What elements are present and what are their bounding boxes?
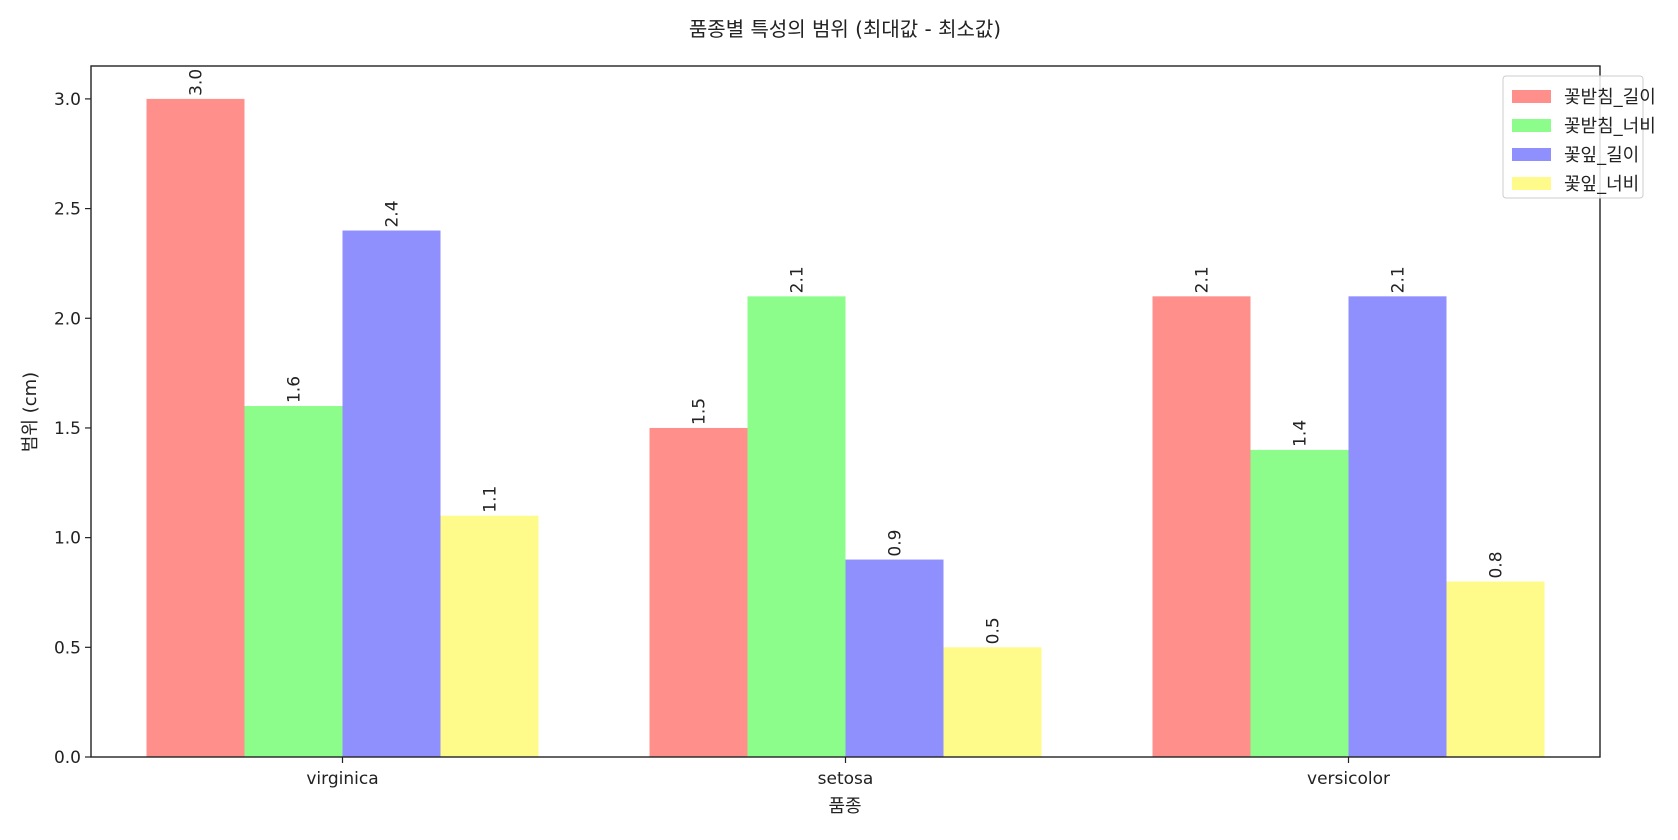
data-label: 1.4 <box>1291 420 1311 447</box>
y-tick-label: 3.0 <box>54 90 81 110</box>
y-tick-label: 0.0 <box>54 748 81 768</box>
bar <box>1446 581 1545 757</box>
bar <box>1348 296 1447 757</box>
legend-swatch <box>1512 90 1551 103</box>
y-tick-label: 0.5 <box>54 638 81 658</box>
chart-title: 품종별 특성의 범위 (최대값 - 최소값) <box>689 17 1001 41</box>
legend-box <box>1502 75 1644 199</box>
y-tick-label: 2.0 <box>54 309 81 329</box>
bar <box>1152 296 1251 757</box>
y-tick-label: 1.0 <box>54 529 81 549</box>
y-axis-title: 범위 (cm) <box>20 372 41 452</box>
bar <box>146 98 245 757</box>
plot-frame <box>90 65 1601 758</box>
data-label: 2.1 <box>1389 266 1409 293</box>
legend-swatch <box>1512 177 1551 190</box>
bar <box>244 406 343 757</box>
data-label: 2.1 <box>788 266 808 293</box>
data-label: 0.8 <box>1487 551 1507 578</box>
x-axis-title: 품종 <box>828 796 861 817</box>
data-label: 1.1 <box>481 486 501 513</box>
legend-label: 꽃받침_너비 <box>1564 116 1656 137</box>
legend-label: 꽃잎_길이 <box>1564 145 1639 166</box>
bar <box>649 427 748 757</box>
bar <box>845 559 944 757</box>
bar <box>747 296 846 757</box>
legend-label: 꽃잎_너비 <box>1564 174 1639 195</box>
data-label: 1.6 <box>285 376 305 403</box>
data-label: 1.5 <box>690 398 710 425</box>
data-label: 0.5 <box>984 617 1004 644</box>
data-label: 3.0 <box>187 69 207 96</box>
legend-swatch <box>1512 119 1551 132</box>
y-tick-label: 2.5 <box>54 200 81 220</box>
x-tick-label: versicolor <box>1307 769 1390 789</box>
bar <box>440 515 539 757</box>
bar <box>342 230 441 757</box>
plot-area: 0.0 0.5 1.0 1.5 2.0 2.5 3.0 3.0 1.6 2.4 1.1 virgini… <box>54 65 1601 789</box>
x-tick-label: setosa <box>818 769 874 789</box>
bar <box>943 647 1042 757</box>
data-label: 0.9 <box>886 530 906 557</box>
y-tick-label: 1.5 <box>54 419 81 439</box>
x-tick-label: virginica <box>306 769 378 789</box>
legend-swatch <box>1512 148 1551 161</box>
data-label: 2.1 <box>1193 266 1213 293</box>
data-label: 2.4 <box>383 200 403 227</box>
bar <box>1250 449 1349 757</box>
legend-label: 꽃받침_길이 <box>1564 87 1656 108</box>
